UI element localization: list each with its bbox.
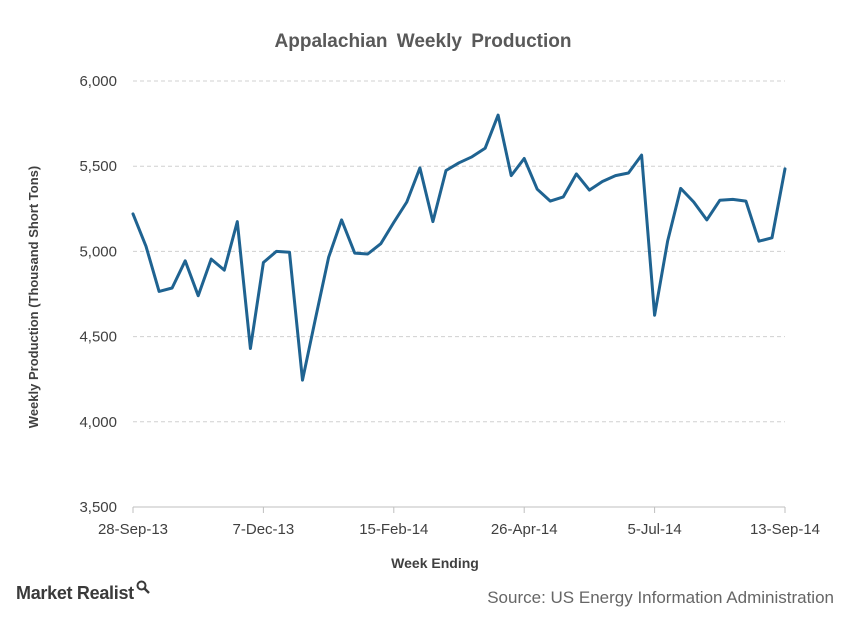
- data-point: [600, 180, 604, 184]
- x-tick-label: 7-Dec-13: [233, 521, 295, 538]
- data-point: [574, 172, 578, 176]
- data-point: [744, 199, 748, 203]
- data-point: [353, 251, 357, 255]
- data-point: [770, 236, 774, 240]
- data-point: [301, 378, 305, 382]
- data-point: [483, 146, 487, 150]
- brand-name: Market Realist: [16, 583, 134, 603]
- x-axis-title: Week Ending: [391, 555, 479, 571]
- x-tick-label: 13-Sep-14: [750, 521, 820, 538]
- data-point: [392, 220, 396, 224]
- data-point: [366, 252, 370, 256]
- data-point: [548, 199, 552, 203]
- data-point: [561, 195, 565, 199]
- data-point: [144, 244, 148, 248]
- data-point: [274, 249, 278, 253]
- data-point: [418, 166, 422, 170]
- data-point: [783, 167, 787, 171]
- data-point: [327, 255, 331, 259]
- chart-title: Appalachian Weekly Production: [274, 31, 572, 52]
- data-point: [470, 155, 474, 159]
- data-point: [314, 316, 318, 320]
- y-tick-label: 3,500: [79, 499, 117, 516]
- data-point: [666, 239, 670, 243]
- y-axis-title: Weekly Production (Thousand Short Tons): [26, 166, 41, 428]
- data-point: [405, 200, 409, 204]
- data-point: [183, 259, 187, 263]
- magnifier-icon: [136, 578, 150, 599]
- y-tick-label: 4,000: [79, 414, 117, 431]
- data-point: [196, 294, 200, 298]
- data-point: [157, 289, 161, 293]
- data-point: [379, 242, 383, 246]
- data-point: [209, 257, 213, 261]
- tick-labels: 3,500 4,000 4,500 5,000 5,500 6,000 28-Sep-13 7…: [79, 73, 820, 538]
- data-point: [444, 168, 448, 172]
- data-point: [431, 220, 435, 224]
- market-realist-logo: Market Realist: [16, 580, 150, 604]
- production-series-line: [131, 113, 787, 382]
- y-tick-label: 5,000: [79, 243, 117, 260]
- data-point: [627, 171, 631, 175]
- axes: [132, 506, 786, 513]
- data-point: [131, 212, 135, 216]
- data-point: [248, 347, 252, 351]
- series-layer: [131, 113, 787, 382]
- data-point: [522, 157, 526, 161]
- data-point: [731, 197, 735, 201]
- data-point: [222, 268, 226, 272]
- x-tick-label: 5-Jul-14: [627, 521, 681, 538]
- y-tick-label: 6,000: [79, 73, 117, 90]
- data-point: [457, 161, 461, 165]
- data-point: [340, 218, 344, 222]
- data-point: [692, 200, 696, 204]
- data-point: [640, 153, 644, 157]
- data-point: [757, 239, 761, 243]
- x-tick-label: 15-Feb-14: [359, 521, 428, 538]
- data-point: [509, 174, 513, 178]
- data-point: [679, 186, 683, 190]
- data-point: [170, 286, 174, 290]
- data-point: [718, 198, 722, 202]
- data-point: [235, 220, 239, 224]
- data-point: [261, 260, 265, 264]
- source-note: Source: US Energy Information Administra…: [487, 588, 834, 607]
- data-point: [535, 187, 539, 191]
- data-point: [287, 250, 291, 254]
- data-point: [653, 313, 657, 317]
- x-tick-label: 28-Sep-13: [98, 521, 168, 538]
- y-tick-label: 5,500: [79, 158, 117, 175]
- data-point: [496, 113, 500, 117]
- x-tick-label: 26-Apr-14: [491, 521, 558, 538]
- data-point: [705, 218, 709, 222]
- data-point: [613, 174, 617, 178]
- y-tick-label: 4,500: [79, 329, 117, 346]
- data-point: [587, 188, 591, 192]
